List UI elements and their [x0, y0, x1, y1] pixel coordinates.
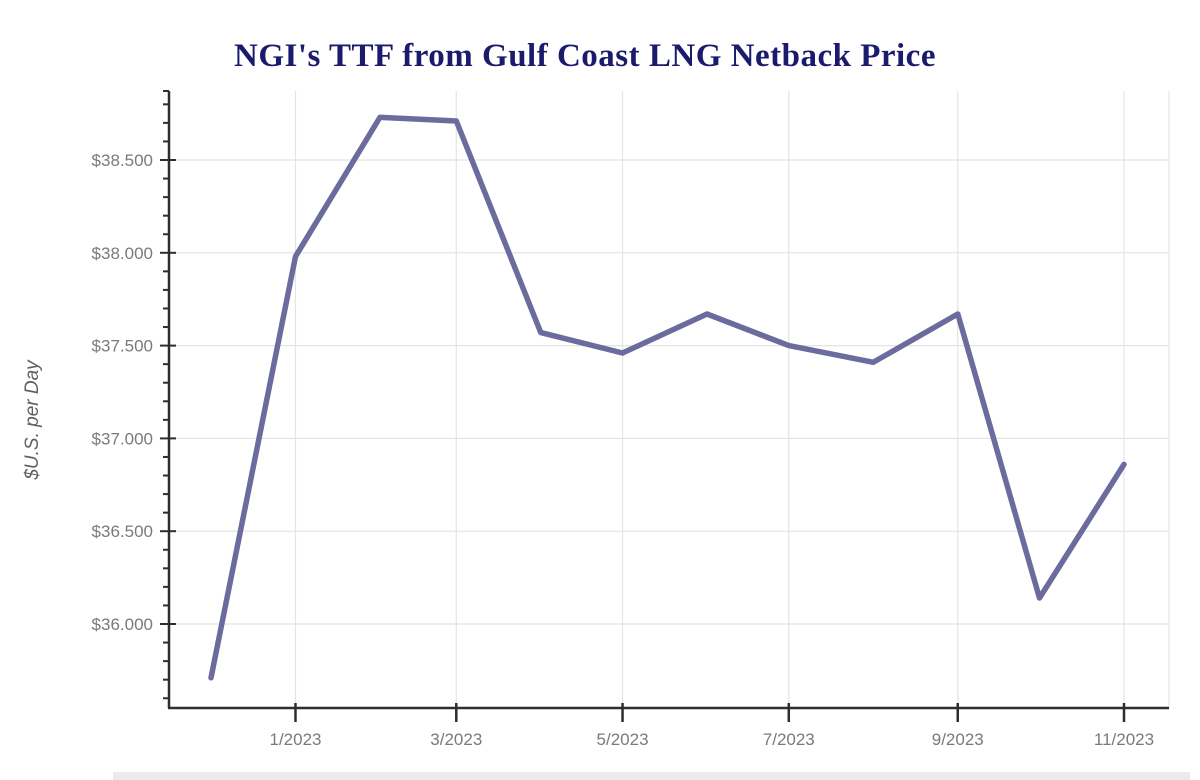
axis-ticks — [160, 90, 1126, 722]
axis-tick-labels: $38.500 $38.000 $37.500 $37.000 $36.500 $36.0… — [92, 151, 1155, 749]
data-series — [208, 114, 1127, 681]
x-tick-label: 3/2023 — [430, 730, 482, 749]
y-tick-label: $36.000 — [92, 615, 153, 634]
y-tick-label: $38.000 — [92, 244, 153, 263]
gridlines — [169, 91, 1170, 708]
netback-price-line — [208, 114, 1127, 681]
y-tick-label: $36.500 — [92, 522, 153, 541]
y-axis-title: $U.S. per Day — [22, 359, 43, 481]
x-tick-label: 9/2023 — [932, 730, 984, 749]
y-tick-label: $37.500 — [92, 337, 153, 356]
axis-lines — [167, 91, 1169, 710]
x-tick-label: 7/2023 — [763, 730, 815, 749]
chart-title: NGI's TTF from Gulf Coast LNG Netback Pr… — [234, 38, 936, 74]
x-tick-label: 5/2023 — [597, 730, 649, 749]
x-tick-label: 1/2023 — [269, 730, 321, 749]
bottom-partial-element — [113, 772, 1190, 780]
y-tick-label: $38.500 — [92, 151, 153, 170]
x-tick-label: 11/2023 — [1094, 730, 1154, 749]
y-tick-label: $37.000 — [92, 429, 153, 448]
